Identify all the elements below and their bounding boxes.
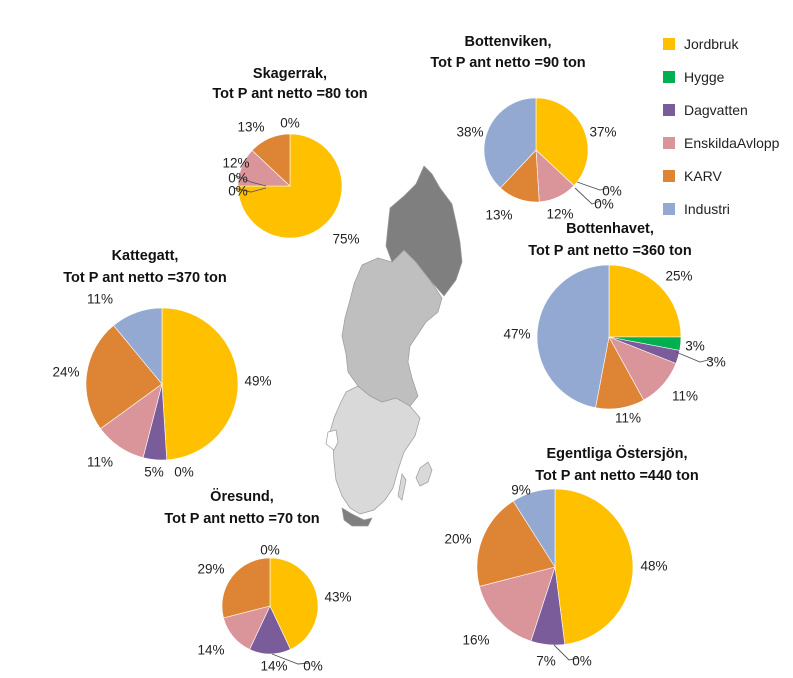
pie-slice-bottenviken-industri [483, 97, 537, 189]
data-label-egentliga-ostersjon-hygge: 0% [572, 654, 592, 669]
map-region-skane [341, 507, 373, 527]
leader-line-egentliga-ostersjon-hygge [553, 644, 579, 661]
map-region-vanern [325, 429, 339, 451]
data-label-kattegatt-karv: 24% [52, 365, 79, 380]
map-region-oland [397, 473, 407, 501]
data-label-bottenviken-jordbruk: 37% [589, 125, 616, 140]
data-label-skagerrak-karv: 13% [237, 120, 264, 135]
chart-title-bottenviken: Bottenviken, [464, 34, 551, 50]
pie-slice-egentliga-ostersjon-jordbruk [554, 488, 634, 645]
pie-slice-skagerrak-jordbruk [237, 133, 343, 239]
pie-slice-bottenhavet-industri [536, 264, 610, 409]
legend-label-dagvatten: Dagvatten [684, 102, 748, 118]
data-label-bottenhavet-industri: 47% [503, 327, 530, 342]
data-label-bottenviken-hygge: 0% [602, 184, 622, 199]
data-label-bottenviken-karv: 13% [485, 208, 512, 223]
data-label-kattegatt-jordbruk: 49% [244, 374, 271, 389]
legend: Jordbruk Hygge Dagvatten EnskildaAvlopp … [663, 36, 780, 217]
data-label-kattegatt-dagvatten: 5% [144, 465, 164, 480]
data-label-egentliga-ostersjon-jordbruk: 48% [640, 559, 667, 574]
pie-chart-kattegatt: Kattegatt, Tot P ant netto =370 ton 49% 0% 5… [52, 248, 271, 480]
map-region-south [329, 385, 421, 515]
leader-line-bottenviken-dagvatten [574, 187, 601, 205]
data-label-bottenhavet-hygge: 3% [685, 339, 705, 354]
data-label-kattegatt-enskildaavlopp: 11% [87, 455, 113, 470]
pie-chart-bottenhavet: Bottenhavet, Tot P ant netto =360 ton 25% 3… [503, 221, 725, 426]
data-label-bottenviken-dagvatten: 0% [594, 197, 614, 212]
data-label-kattegatt-hygge: 0% [174, 465, 194, 480]
chart-subtitle-skagerrak: Tot P ant netto =80 ton [212, 86, 367, 102]
legend-swatch-industri [663, 203, 675, 215]
data-label-egentliga-ostersjon-industri: 9% [511, 483, 531, 498]
pie-slice-egentliga-ostersjon-industri [512, 488, 556, 569]
data-label-skagerrak-jordbruk: 75% [332, 232, 359, 247]
leader-line-skagerrak-hygge [233, 174, 267, 187]
data-label-bottenviken-enskildaavlopp: 12% [546, 207, 573, 222]
data-label-skagerrak-industri: 0% [280, 116, 300, 131]
data-label-bottenhavet-enskildaavlopp: 11% [672, 389, 698, 404]
chart-subtitle-bottenviken: Tot P ant netto =90 ton [430, 55, 585, 71]
data-label-oresund-karv: 29% [197, 562, 224, 577]
pie-slice-oresund-jordbruk [269, 557, 319, 650]
pie-slice-oresund-karv [221, 557, 271, 619]
leader-line-bottenhavet-dagvatten [675, 351, 713, 363]
data-label-bottenhavet-dagvatten: 3% [706, 355, 726, 370]
data-label-oresund-enskildaavlopp: 14% [197, 643, 224, 658]
pie-chart-skagerrak: Skagerrak,Tot P ant netto =80 ton75%0%0%… [212, 66, 367, 247]
legend-label-hygge: Hygge [684, 69, 725, 85]
data-label-bottenhavet-jordbruk: 25% [665, 269, 692, 284]
chart-title-egentliga-ostersjon: Egentliga Östersjön, [547, 445, 688, 462]
data-label-skagerrak-hygge: 0% [228, 171, 248, 186]
data-label-egentliga-ostersjon-dagvatten: 7% [536, 654, 556, 669]
chart-title-oresund: Öresund, [210, 488, 274, 505]
chart-title-bottenhavet: Bottenhavet, [566, 221, 654, 237]
pie-slice-bottenviken-jordbruk [535, 97, 589, 187]
pie-slice-kattegatt-industri [113, 307, 163, 385]
data-label-oresund-jordbruk: 43% [324, 590, 351, 605]
data-label-oresund-hygge: 0% [303, 659, 323, 674]
data-label-bottenviken-industri: 38% [456, 125, 483, 140]
sweden-map [325, 165, 463, 527]
leader-line-oresund-hygge [271, 653, 310, 665]
map-region-north [385, 165, 463, 297]
data-label-kattegatt-industri: 11% [87, 292, 113, 307]
legend-label-enskildaavlopp: EnskildaAvlopp [684, 135, 780, 151]
legend-swatch-karv [663, 170, 675, 182]
legend-swatch-dagvatten [663, 104, 675, 116]
data-label-skagerrak-dagvatten: 0% [228, 184, 248, 199]
data-label-skagerrak-enskildaavlopp: 12% [222, 156, 249, 171]
chart-subtitle-egentliga-ostersjon: Tot P ant netto =440 ton [535, 468, 698, 484]
legend-label-jordbruk: Jordbruk [684, 36, 739, 52]
chart-subtitle-oresund: Tot P ant netto =70 ton [164, 511, 319, 527]
data-label-oresund-dagvatten: 14% [260, 659, 287, 674]
legend-swatch-jordbruk [663, 38, 675, 50]
data-label-bottenhavet-karv: 11% [615, 411, 641, 426]
data-label-egentliga-ostersjon-enskildaavlopp: 16% [462, 633, 489, 648]
pie-chart-oresund: Öresund, Tot P ant netto =70 ton 43% 0% 14% 1… [164, 488, 351, 674]
pie-slice-kattegatt-jordbruk [161, 307, 239, 461]
map-region-gotland [415, 461, 433, 487]
legend-label-karv: KARV [684, 168, 723, 184]
legend-swatch-hygge [663, 71, 675, 83]
data-label-egentliga-ostersjon-karv: 20% [444, 532, 471, 547]
chart-subtitle-bottenhavet: Tot P ant netto =360 ton [528, 243, 691, 259]
leader-line-skagerrak-dagvatten [233, 187, 267, 193]
chart-title-kattegatt: Kattegatt, [112, 248, 179, 264]
legend-swatch-enskildaavlopp [663, 137, 675, 149]
data-label-oresund-industri: 0% [260, 543, 280, 558]
pie-slice-kattegatt-karv [85, 325, 163, 430]
pie-slice-egentliga-ostersjon-enskildaavlopp [479, 566, 556, 642]
chart-subtitle-kattegatt: Tot P ant netto =370 ton [63, 270, 226, 286]
legend-label-industri: Industri [684, 201, 730, 217]
pie-slice-bottenhavet-jordbruk [608, 264, 682, 338]
leader-line-bottenviken-hygge [576, 181, 609, 191]
pie-chart-bottenviken: Bottenviken, Tot P ant netto =90 ton 37% 0%… [430, 34, 621, 223]
pie-slice-skagerrak-karv [251, 133, 291, 187]
pie-slice-egentliga-ostersjon-karv [476, 500, 556, 587]
chart-title-skagerrak: Skagerrak, [253, 66, 327, 82]
pie-chart-egentliga-ostersjon: Egentliga Östersjön, Tot P ant netto =440… [444, 445, 698, 669]
